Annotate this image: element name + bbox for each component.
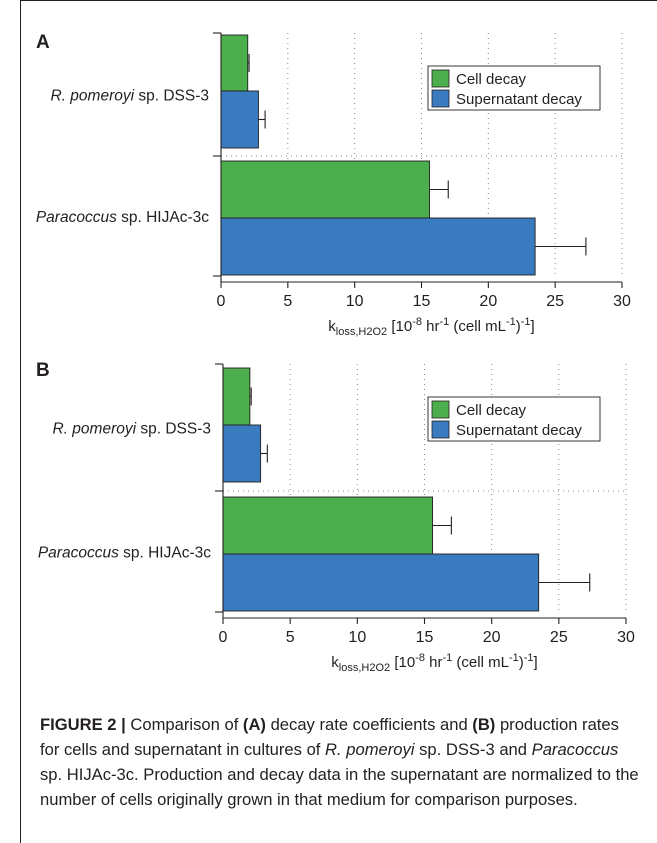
legend-swatch (431, 400, 450, 419)
legend-entry: Supernatant decay (456, 91, 582, 108)
legend-box (427, 65, 601, 111)
caption-panel-a-ref: (A) (242, 715, 266, 734)
legend-swatch (431, 69, 450, 88)
x-tick-label: 5 (286, 629, 295, 646)
panel-b: B 0 5 10 15 20 25 30 kloss,H2O2 [10-8 hr-1 (cell… (36, 360, 635, 674)
cell-decay-bar-rpomeroyi (220, 34, 249, 92)
x-tick-label: 30 (617, 629, 635, 646)
x-tick-label: 10 (348, 629, 366, 646)
x-tick-label: 25 (546, 293, 564, 310)
caption-panel-b-ref: (B) (472, 715, 496, 734)
legend: Cell decay Supernatant decay (427, 65, 601, 111)
supernatant-decay-bar-paracoccus (222, 553, 540, 612)
category-label: Paracoccus sp. HIJAc-3c (38, 545, 211, 562)
supernatant-decay-bar-paracoccus (220, 217, 536, 276)
caption-organism-2: Paracoccus (531, 740, 619, 759)
x-tick-label: 0 (217, 293, 226, 310)
legend-entry: Cell decay (456, 402, 527, 419)
x-tick-label: 15 (416, 629, 434, 646)
caption-text-4: sp. DSS-3 and (414, 740, 532, 759)
panel-label: A (36, 32, 50, 53)
x-tick-label: 0 (219, 629, 228, 646)
legend-entry: Cell decay (456, 71, 527, 88)
frame-top-rule (20, 0, 657, 1)
x-tick-label: 5 (283, 293, 292, 310)
caption-text-3: production rates for cells and supernata… (40, 715, 619, 759)
x-tick-label: 30 (613, 293, 631, 310)
x-tick-label: 20 (479, 293, 497, 310)
panel-a: A 0 5 10 15 20 25 30 kloss,H2O2 [10-8 hr-1 (cell… (36, 32, 631, 338)
legend: Cell decay Supernatant decay (427, 396, 601, 442)
cell-decay-bar-paracoccus (220, 160, 430, 219)
panel-label: B (36, 360, 50, 381)
category-label: R. pomeroyi sp. DSS-3 (52, 421, 211, 438)
figure-frame (20, 0, 657, 843)
cell-decay-bar-rpomeroyi (222, 367, 251, 426)
x-tick-label: 25 (550, 629, 568, 646)
category-label: R. pomeroyi sp. DSS-3 (50, 88, 209, 105)
caption-text-1: Comparison of (125, 715, 243, 734)
caption-figure-label: FIGURE 2 | (40, 715, 126, 734)
legend-swatch (431, 89, 450, 108)
supernatant-decay-bar-rpomeroyi (220, 90, 259, 149)
cell-decay-bar-paracoccus (222, 496, 434, 555)
x-axis-label: kloss,H2O2 [10-8 hr-1 (cell mL-1)-1] (331, 652, 537, 674)
frame-left-rule (20, 0, 21, 843)
x-tick-label: 20 (483, 629, 501, 646)
supernatant-decay-bar-rpomeroyi (222, 424, 262, 483)
caption-text-2: decay rate coefficients and (265, 715, 473, 734)
legend-swatch (431, 420, 450, 439)
x-axis-label: kloss,H2O2 [10-8 hr-1 (cell mL-1)-1] (328, 316, 534, 338)
figure-caption: FIGURE 2 | Comparison of (A) decay rate … (40, 712, 640, 812)
figure-charts: A 0 5 10 15 20 25 30 kloss,H2O2 [10-8 hr-1 (cell… (36, 32, 635, 674)
x-tick-label: 10 (346, 293, 364, 310)
legend-box (427, 396, 601, 442)
caption-organism-1: R. pomeroyi (325, 740, 415, 759)
category-label: Paracoccus sp. HIJAc-3c (36, 209, 209, 226)
caption-text-5: sp. HIJAc-3c. Production and decay data … (40, 765, 639, 809)
x-tick-label: 15 (413, 293, 431, 310)
legend-entry: Supernatant decay (456, 422, 582, 439)
